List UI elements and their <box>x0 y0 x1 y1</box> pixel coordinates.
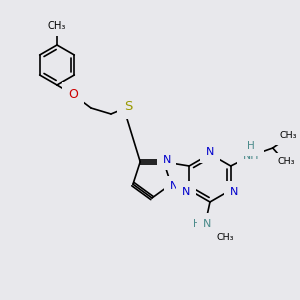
Text: NH: NH <box>242 151 259 161</box>
Text: CH₃: CH₃ <box>216 233 234 242</box>
Text: CH₃: CH₃ <box>278 158 296 166</box>
Text: H: H <box>193 219 201 229</box>
Text: N: N <box>230 187 238 197</box>
Text: N: N <box>203 219 211 229</box>
Text: N: N <box>182 187 190 197</box>
Text: O: O <box>68 88 78 101</box>
Text: H: H <box>247 141 255 151</box>
Text: CH₃: CH₃ <box>280 131 298 140</box>
Text: N: N <box>163 155 171 165</box>
Text: S: S <box>124 100 132 112</box>
Text: N: N <box>170 181 178 191</box>
Text: N: N <box>206 147 214 157</box>
Text: CH₃: CH₃ <box>48 21 66 31</box>
